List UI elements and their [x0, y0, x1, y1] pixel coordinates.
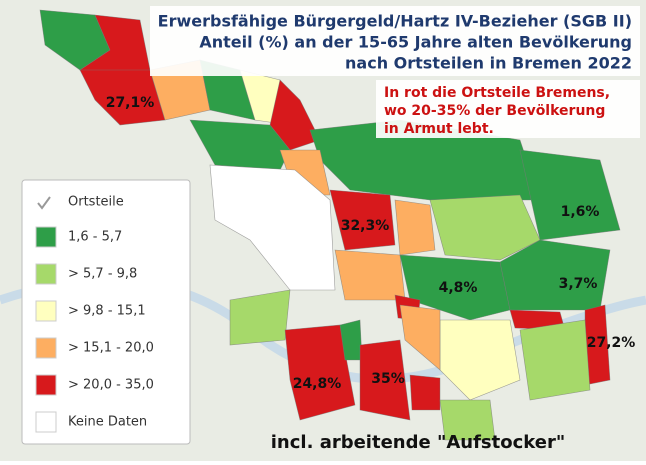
district: [334, 249, 406, 301]
title-line: Anteil (%) an der 15-65 Jahre alten Bevö…: [199, 33, 632, 52]
legend-swatch: [35, 411, 57, 433]
legend-swatch: [35, 300, 57, 322]
legend-items: 1,6 - 5,7 > 5,7 - 9,8 > 9,8 - 15,1 > 15,1 -…: [35, 226, 154, 433]
district: [409, 374, 441, 411]
district: [439, 399, 496, 441]
district-label: 3,7%: [559, 276, 598, 292]
title-line: nach Ortsteilen in Bremen 2022: [345, 54, 632, 73]
legend-check: [37, 196, 51, 210]
district: [269, 79, 321, 151]
district: [229, 289, 291, 346]
legend-label: Keine Daten: [68, 415, 147, 430]
district: [399, 254, 511, 321]
title-box: [150, 6, 640, 76]
title-line: Erwerbsfähige Bürgergeld/Hartz IV-Bezieh…: [158, 12, 632, 31]
districts: [39, 9, 621, 441]
legend-label: > 15,1 - 20,0: [68, 341, 154, 356]
district-label: 1,6%: [561, 204, 600, 220]
district: [519, 319, 591, 401]
district-label: 27,1%: [106, 95, 155, 111]
district-label: 4,8%: [439, 280, 478, 296]
note-line: wo 20-35% der Bevölkerung: [384, 103, 605, 119]
legend-title: Ortsteile: [68, 195, 124, 210]
legend-swatch: [35, 226, 57, 248]
legend-label: > 20,0 - 35,0: [68, 378, 154, 393]
district: [429, 194, 541, 261]
district: [359, 339, 411, 421]
legend-label: > 5,7 - 9,8: [68, 267, 137, 282]
legend-label: > 9,8 - 15,1: [68, 304, 146, 319]
district: [284, 324, 356, 421]
legend-swatch: [35, 263, 57, 285]
legend-swatch: [35, 374, 57, 396]
district: [394, 199, 436, 256]
district: [329, 189, 396, 251]
district-label: 32,3%: [341, 218, 390, 234]
note-line: in Armut lebt.: [384, 121, 494, 137]
map-labels: 27,1% 32,3% 1,6% 4,8% 3,7% 27,2% 24,8% 35%: [106, 95, 636, 392]
legend-swatch: [35, 337, 57, 359]
district: [499, 239, 611, 311]
legend-box: [21, 179, 191, 445]
district: [399, 304, 441, 371]
district: [519, 149, 621, 241]
district-label: 35%: [371, 371, 405, 387]
note-line: In rot die Ortsteile Bremens,: [384, 85, 610, 101]
legend-label: 1,6 - 5,7: [68, 230, 122, 245]
district-label: 27,2%: [587, 335, 636, 351]
district: [209, 164, 336, 291]
district-label: 24,8%: [293, 376, 342, 392]
note-box: [376, 80, 640, 138]
footer: incl. arbeitende "Aufstocker": [271, 432, 565, 453]
district: [79, 69, 166, 126]
